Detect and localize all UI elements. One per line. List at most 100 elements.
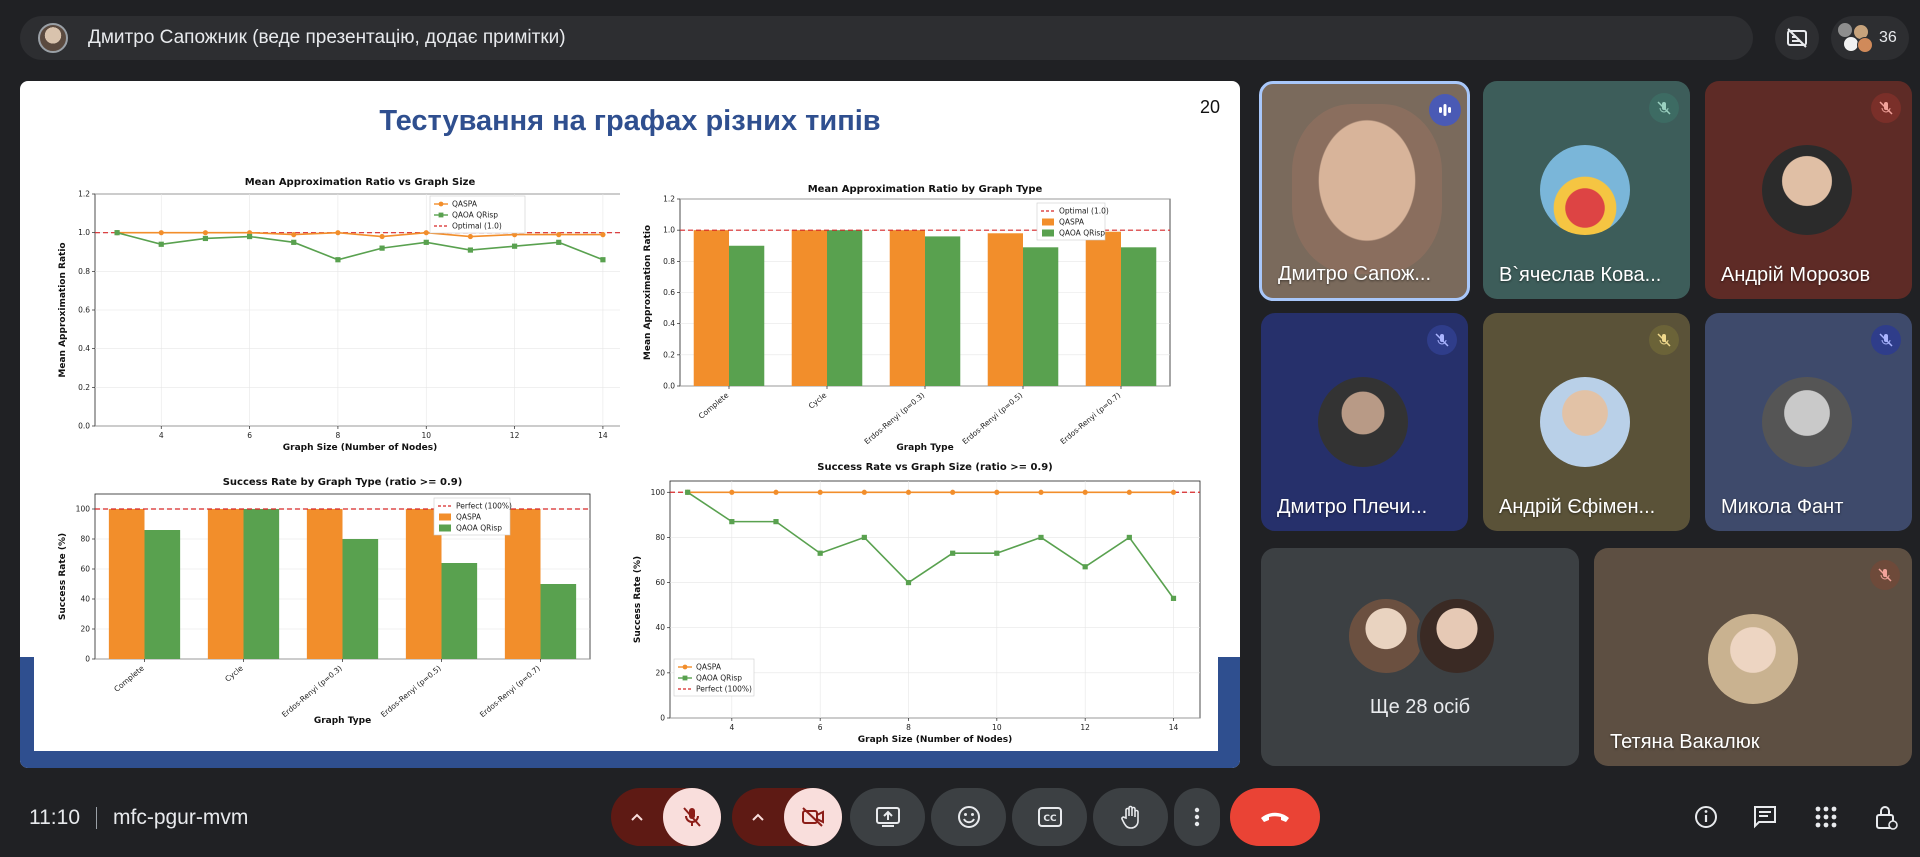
participant-tile-dmytro-p[interactable]: Дмитро Плечи... [1261,313,1468,531]
x-tick-label: Erdos-Renyi (p=0.3) [280,664,344,720]
participant-name: Тетяна Вакалюк [1610,731,1760,753]
x-tick-label: 8 [336,431,341,440]
divider [96,807,97,829]
present-screen-button[interactable] [850,788,925,846]
legend-label: Optimal (1.0) [1059,207,1109,216]
x-axis-label: Graph Size (Number of Nodes) [858,735,1012,745]
presentation-slide: Тестування на графах різних типів 20 Mea… [20,81,1240,768]
y-tick-label: 1.0 [663,226,675,235]
data-point [467,233,474,240]
legend-label: Optimal (1.0) [452,222,502,231]
reactions-button[interactable] [931,788,1006,846]
others-label: Ще 28 осіб [1369,696,1471,718]
presenter-avatar [38,23,68,53]
meeting-info: 11:10 mfc-pgur-mvm [29,806,248,830]
x-tick-label: 10 [992,723,1002,732]
x-tick-label: 10 [421,431,431,440]
leave-call-button[interactable] [1230,788,1320,846]
y-tick-label: 0.0 [663,382,675,391]
captions-off-icon[interactable] [1775,16,1819,60]
raise-hand-button[interactable] [1093,788,1168,846]
avatar [1540,377,1630,467]
bar [1023,247,1059,386]
bar [207,509,244,659]
data-point [379,233,385,240]
x-tick-label: Cycle [223,663,245,683]
data-point [1126,534,1132,541]
people-button[interactable]: 36 [1831,16,1909,60]
x-tick-label: 8 [906,723,911,732]
presenter-banner[interactable]: Дмитро Сапожник (веде презентацію, додає… [20,16,1753,60]
activities-icon[interactable] [1812,803,1840,831]
x-tick-label: Complete [112,663,146,693]
data-point [950,550,956,556]
legend-marker [682,664,688,670]
avatar [1318,377,1408,467]
x-tick-label: Erdos-Renyi (p=0.3) [863,391,927,447]
legend-label: QASPA [456,513,482,522]
end-call-icon [1261,812,1289,822]
bar [243,509,280,659]
legend-label: QAOA QRisp [1059,229,1105,238]
participant-tile-tetiana[interactable]: Тетяна Вакалюк [1594,548,1912,766]
participant-tile-andrii-m[interactable]: Андрій Морозов [1705,81,1912,299]
meeting-details-icon[interactable] [1692,803,1720,831]
data-point [335,230,341,236]
captions-button[interactable]: CC [1012,788,1087,846]
data-point [114,230,120,236]
bar [729,245,765,386]
legend-swatch [439,513,451,521]
mic-toggle-button[interactable] [663,788,721,846]
mic-off-icon [1871,93,1901,123]
y-tick-label: 0.2 [663,350,675,359]
x-tick-label: 6 [818,723,823,732]
legend-marker [438,201,444,207]
bar [1085,231,1121,386]
participant-tile-dmytro-s[interactable]: Дмитро Сапож... [1259,81,1470,301]
x-axis-label: Graph Size (Number of Nodes) [283,443,437,453]
data-point [729,489,735,495]
audio-options-chevron-icon[interactable] [611,788,663,846]
legend-label: QASPA [452,200,478,209]
legend-label: QAOA QRisp [696,674,742,683]
data-point [817,489,823,495]
chat-icon[interactable] [1751,803,1779,831]
data-point [556,239,562,245]
x-tick-label: 14 [1169,723,1179,732]
participant-tile-andrii-ye[interactable]: Андрій Єфімен... [1483,313,1690,531]
participant-name: Андрій Морозов [1721,264,1871,286]
x-axis-label: Graph Type [896,443,953,453]
data-point [994,489,1000,495]
host-controls-icon[interactable] [1872,803,1900,831]
participant-tile-mykola[interactable]: Микола Фант [1705,313,1912,531]
data-point [246,233,253,240]
data-point [335,257,341,263]
camera-toggle-button[interactable] [784,788,842,846]
data-point [817,550,823,556]
data-point [994,550,1000,556]
x-tick-label: 6 [247,431,252,440]
data-point [423,239,429,245]
x-tick-label: 14 [598,431,608,440]
participant-tile-viacheslav[interactable]: В`ячеслав Кова... [1483,81,1690,299]
more-options-button[interactable] [1174,788,1220,846]
mic-off-icon [1427,325,1457,355]
data-point [861,489,867,495]
x-tick-label: Erdos-Renyi (p=0.7) [478,664,542,720]
video-options-chevron-icon[interactable] [732,788,784,846]
video-feed [1292,104,1442,274]
y-tick-label: 1.2 [78,190,90,199]
chart-title: Mean Approximation Ratio vs Graph Size [245,177,476,188]
others-tile[interactable]: Ще 28 осіб [1261,548,1579,766]
data-point [556,232,562,238]
avatar [1417,596,1497,676]
x-tick-label: 12 [510,431,520,440]
y-tick-label: 100 [76,505,91,514]
bar [925,236,961,386]
data-point [950,489,956,495]
bar [342,539,379,659]
x-tick-label: 12 [1080,723,1090,732]
y-tick-label: 0.6 [663,288,675,297]
bar [540,584,577,659]
y-tick-label: 100 [651,488,666,497]
